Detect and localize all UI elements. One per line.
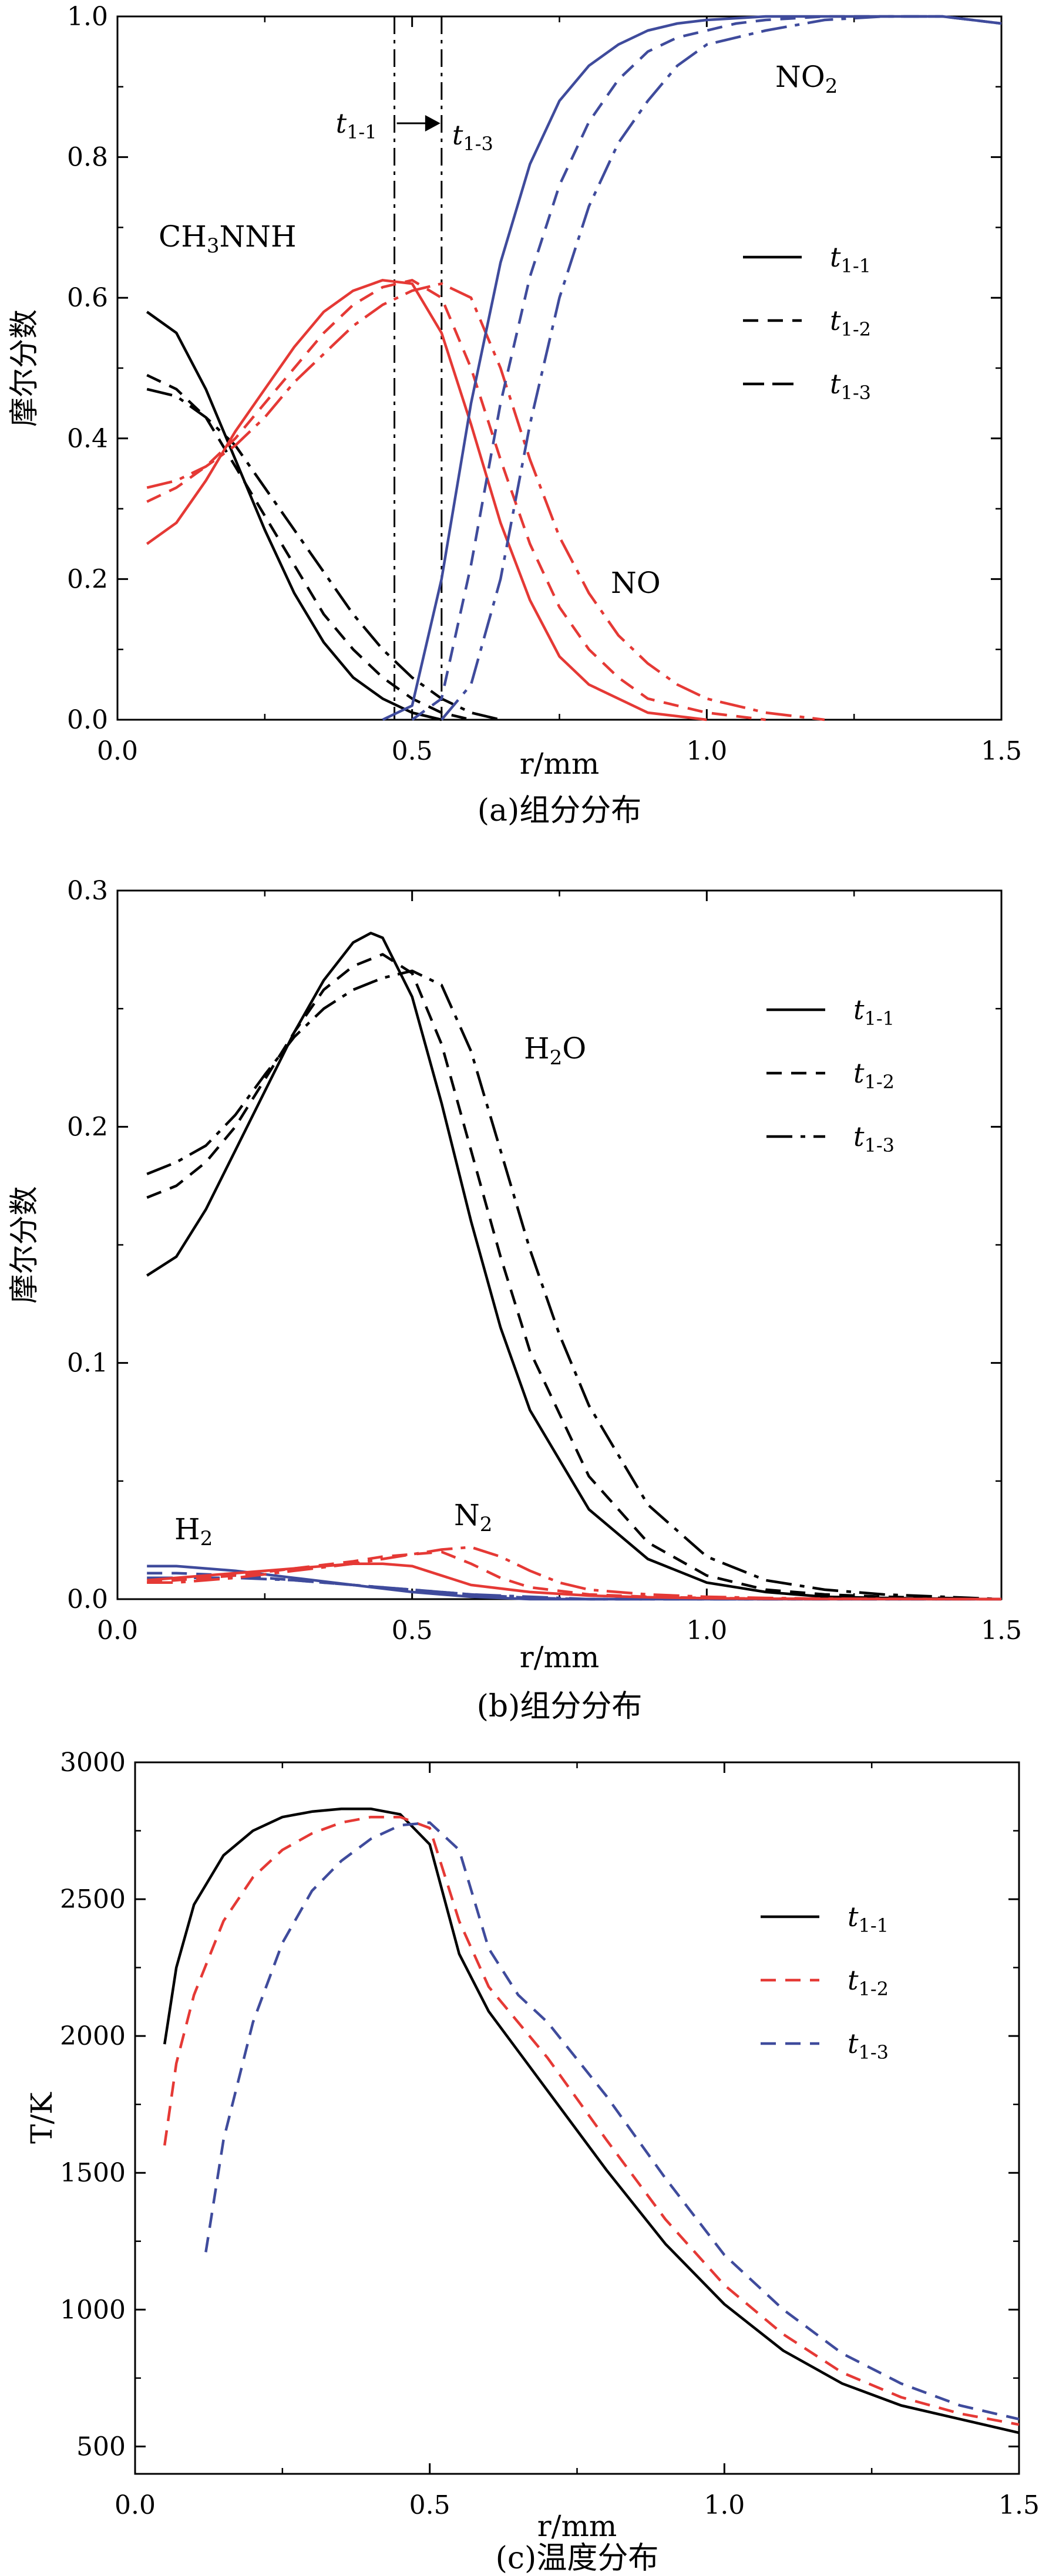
series-line-7: [147, 1550, 1002, 1601]
x-tick-label: 0.5: [392, 1616, 433, 1646]
x-tick-label: 1.5: [981, 1616, 1022, 1646]
y-tick-label: 1.0: [67, 2, 108, 32]
series-line-5: [147, 1576, 1001, 1601]
series-line-8: [147, 1546, 1002, 1601]
x-tick-label: 0.5: [409, 2490, 450, 2520]
y-tick-label: 0.8: [67, 143, 108, 173]
x-tick-label: 1.0: [686, 736, 727, 766]
x-axis-label: r/mm: [537, 2509, 617, 2543]
series-line-2: [146, 387, 501, 721]
x-tick-label: 1.5: [981, 736, 1022, 766]
y-tick-label: 0.0: [67, 1584, 108, 1614]
x-tick-label: 0.0: [97, 1616, 138, 1646]
plot-frame: [116, 889, 1003, 1600]
marker-label-t1-1: t1-1: [336, 107, 377, 143]
series-line-7: [411, 15, 1002, 721]
species-label: H2O: [524, 1031, 586, 1070]
series-line-0: [146, 311, 442, 721]
x-axis-label: r/mm: [520, 1640, 600, 1674]
series-line-0: [146, 932, 1002, 1601]
species-label: H2: [174, 1512, 213, 1550]
panel-caption: (a)组分分布: [478, 793, 642, 828]
y-tick-label: 2000: [60, 2021, 126, 2051]
x-axis-label: r/mm: [520, 747, 600, 781]
y-tick-label: 500: [76, 2432, 126, 2462]
y-tick-label: 0.4: [67, 424, 108, 454]
panel-c: 0.0 0.5 1.0 1.5 500 1000 1500 2000 2500 3000 r/mm T…: [25, 1748, 1039, 2576]
y-tick-label: 0.2: [67, 564, 108, 594]
panel-caption: (c)温度分布: [496, 2541, 659, 2576]
species-label: NO2: [775, 60, 838, 98]
species-label: N2: [454, 1498, 492, 1536]
y-axis-label: T/K: [25, 2092, 59, 2144]
series-line-4: [146, 279, 766, 721]
panel-caption: (b)组分分布: [477, 1689, 643, 1724]
series-line-2: [146, 969, 1002, 1601]
legend-label: t1-1: [853, 994, 895, 1030]
series-line-6: [382, 15, 1002, 721]
y-tick-label: 0.3: [67, 876, 108, 906]
legend-label: t1-2: [830, 305, 871, 340]
series-line-3: [146, 279, 707, 721]
x-tick-label: 1.0: [704, 2490, 745, 2520]
y-tick-label: 0.6: [67, 283, 108, 313]
series-line-0: [163, 1807, 1020, 2435]
series-line-1: [163, 1815, 1020, 2426]
y-tick-label: 0.0: [67, 705, 108, 735]
y-tick-label: 0.1: [67, 1348, 108, 1378]
series-line-1: [146, 953, 1002, 1601]
y-tick-label: 3000: [60, 1748, 126, 1778]
legend-label: t1-2: [853, 1057, 895, 1093]
panel-a: 0.0 0.5 1.0 1.5 0.0 0.2 0.4 0.6 0.8 1.0 r/mm 摩尔分数 (a…: [7, 2, 1022, 828]
legend-label: t1-1: [830, 241, 871, 277]
legend-label: t1-3: [830, 368, 871, 404]
y-axis-label: 摩尔分数: [7, 1186, 41, 1304]
legend-label: t1-1: [848, 1901, 889, 1937]
series-line-2: [204, 1821, 1020, 2420]
series-line-8: [441, 15, 1002, 721]
x-tick-label: 1.5: [998, 2490, 1039, 2520]
marker-label-t1-3: t1-3: [452, 119, 493, 155]
panel-b: 0.0 0.5 1.0 1.5 0.0 0.1 0.2 0.3 r/mm 摩尔分数 (b)组分分布 t…: [7, 876, 1022, 1724]
legend-label: t1-3: [848, 2028, 889, 2064]
species-label: CH3NNH: [159, 220, 297, 258]
plot-frame: [134, 1761, 1020, 2475]
legend-label: t1-2: [848, 1964, 889, 2000]
x-tick-label: 1.0: [686, 1616, 727, 1646]
y-tick-label: 2500: [60, 1884, 126, 1914]
legend-label: t1-3: [853, 1121, 895, 1156]
x-tick-label: 0.0: [115, 2490, 156, 2520]
plot-frame: [116, 15, 1003, 721]
series-line-5: [146, 282, 825, 721]
y-tick-label: 1000: [60, 2295, 126, 2325]
x-tick-label: 0.5: [392, 736, 433, 766]
x-tick-label: 0.0: [97, 736, 138, 766]
shift-arrow-head: [425, 115, 441, 132]
y-axis-label: 摩尔分数: [7, 309, 41, 427]
y-tick-label: 0.2: [67, 1112, 108, 1142]
series-line-1: [146, 373, 472, 721]
y-tick-label: 1500: [60, 2158, 126, 2188]
species-label: NO: [611, 566, 661, 600]
